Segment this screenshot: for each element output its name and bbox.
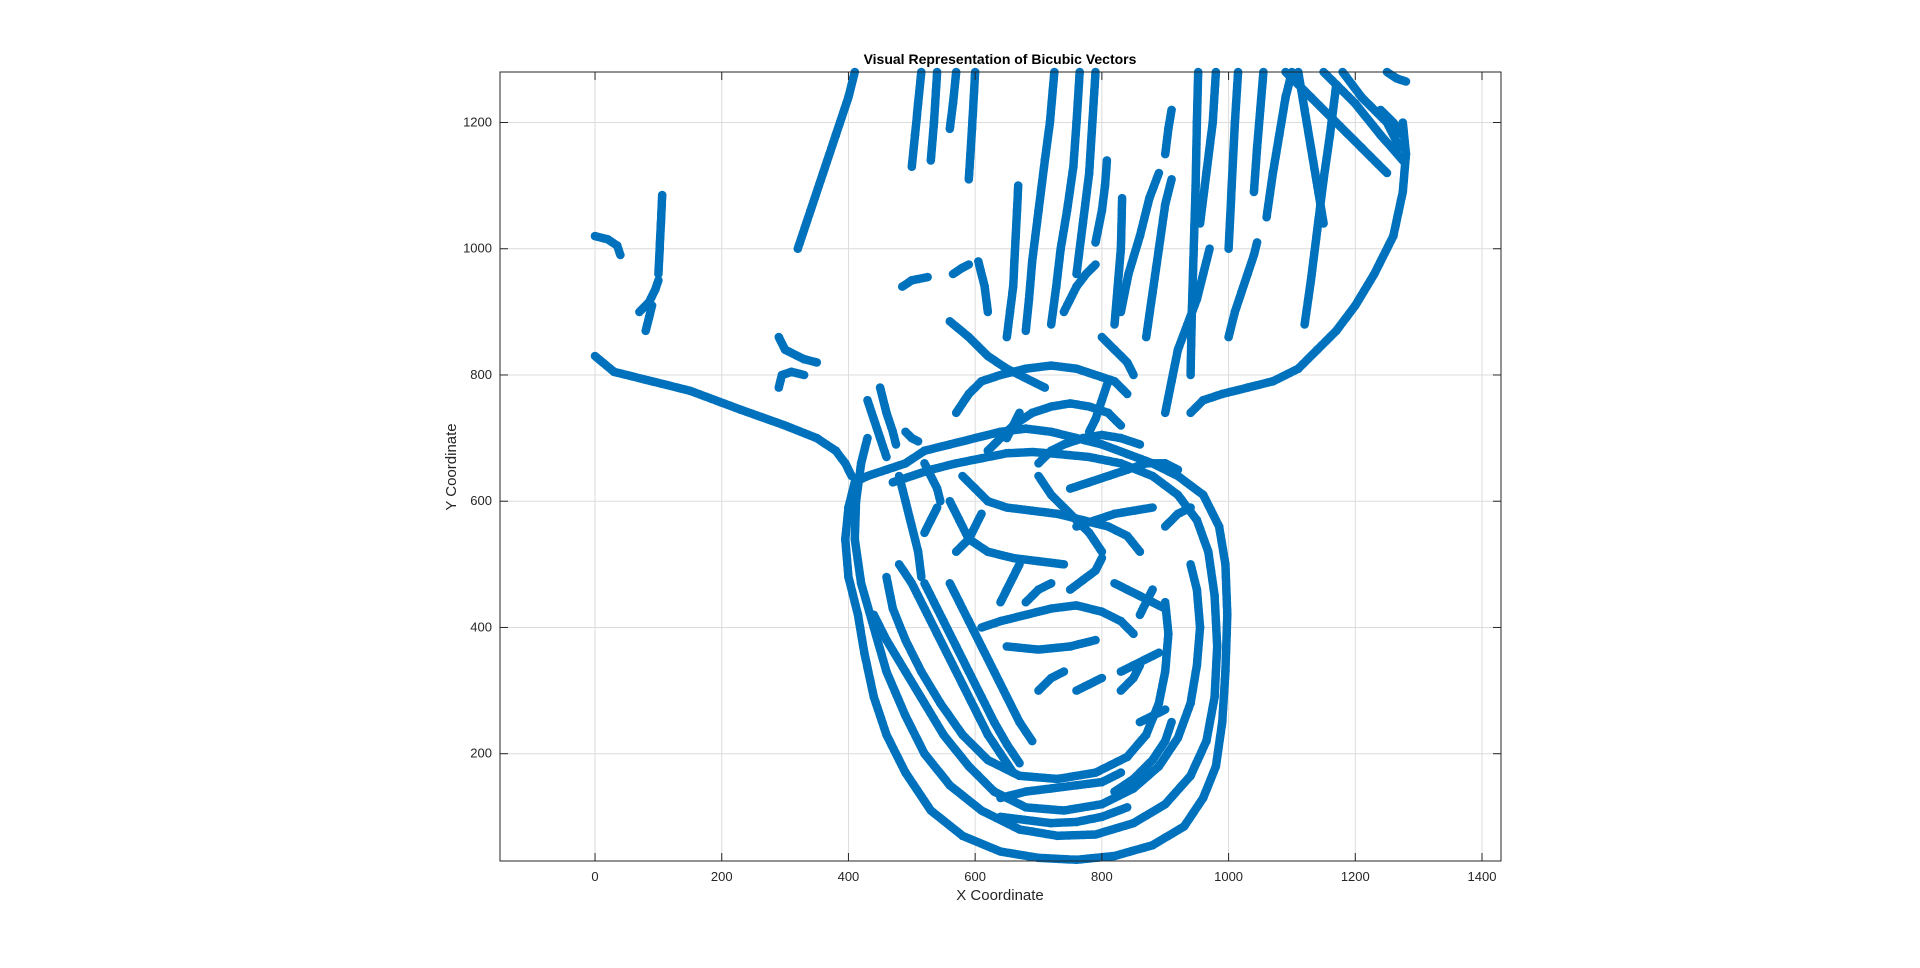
data-point	[648, 301, 657, 310]
data-point	[1091, 260, 1100, 269]
data-point	[616, 251, 625, 260]
data-point	[1167, 175, 1176, 184]
data-point	[1399, 156, 1408, 165]
data-point	[813, 358, 822, 367]
data-point	[1399, 131, 1408, 140]
data-point	[974, 257, 983, 266]
data-point	[923, 273, 932, 282]
data-point	[800, 371, 809, 380]
data-point	[1167, 106, 1176, 115]
plot-area	[500, 72, 1501, 861]
data-point	[1118, 194, 1127, 203]
data-point	[1383, 169, 1392, 178]
data-point	[1402, 77, 1411, 86]
data-point	[1014, 181, 1023, 190]
data-point	[658, 191, 667, 200]
data-point	[1103, 156, 1112, 165]
data-point	[1205, 244, 1214, 253]
data-point	[1319, 219, 1328, 228]
data-point	[1155, 169, 1164, 178]
data-point	[1186, 560, 1195, 569]
data-point	[1253, 238, 1262, 247]
data-point	[1041, 383, 1050, 392]
data-point	[965, 260, 974, 269]
data-point	[1395, 143, 1404, 152]
data-point	[1129, 630, 1138, 639]
